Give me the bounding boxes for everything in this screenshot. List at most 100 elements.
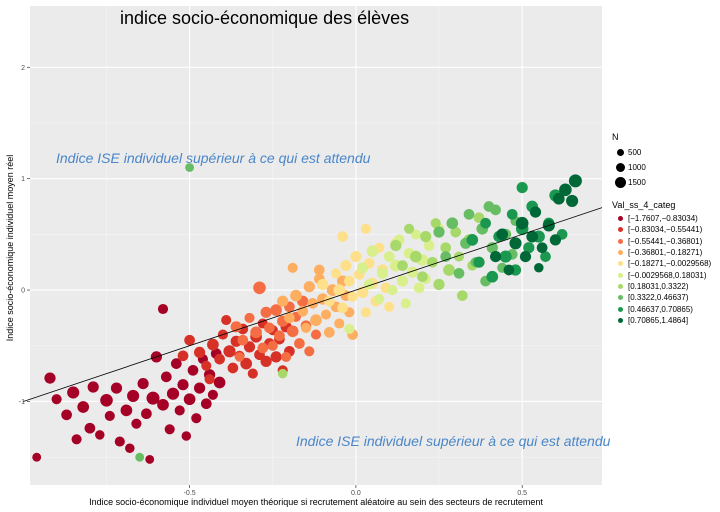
data-point — [277, 295, 289, 307]
size-legend: N 500 1000 1500 — [612, 132, 646, 190]
data-point — [290, 289, 302, 302]
data-point — [480, 217, 491, 229]
color-legend-item: [−0.36801,−0.18271) — [612, 247, 711, 258]
data-point — [473, 256, 485, 268]
data-point — [281, 351, 292, 362]
color-legend-item: [−0.0029568,0.18031) — [612, 269, 711, 280]
data-point — [343, 275, 355, 287]
y-tick-label: 2 — [21, 65, 25, 72]
color-legend-label: [−0.55441,−0.36801) — [628, 236, 703, 246]
color-legend-label: [0.3322,0.46637) — [628, 293, 689, 303]
data-point — [157, 398, 169, 411]
color-key-dot — [617, 295, 623, 301]
y-axis-label: Indice socio-économique individuel moyen… — [5, 154, 15, 342]
color-legend-item: [0.46637,0.70865) — [612, 303, 711, 314]
size-legend-label: 1000 — [628, 163, 646, 172]
y-tick-label: -1 — [19, 399, 25, 406]
data-point — [506, 208, 518, 220]
data-point — [303, 281, 315, 293]
color-legend-item: [0.3322,0.46637) — [612, 292, 711, 303]
data-point — [253, 281, 266, 295]
color-legend-item: [−1.7607,−0.83034) — [612, 213, 711, 224]
data-point — [423, 240, 435, 251]
data-point — [267, 340, 278, 351]
data-point — [160, 371, 172, 383]
data-point — [453, 267, 465, 279]
regression-line — [23, 207, 603, 402]
data-point — [430, 218, 441, 229]
data-point — [519, 251, 532, 263]
data-point — [420, 231, 432, 243]
data-point — [356, 286, 369, 299]
data-point — [177, 350, 189, 362]
color-legend-label: [0.18031,0.3322) — [628, 281, 689, 291]
data-point — [207, 338, 219, 351]
data-point — [135, 452, 145, 462]
color-key-dot — [617, 306, 623, 312]
color-key-dot — [617, 272, 623, 278]
color-legend: Val_ss_4_categ [−1.7607,−0.83034) [−0.830… — [612, 200, 711, 326]
color-legend-item: [0.18031,0.3322) — [612, 281, 711, 292]
data-point — [274, 330, 285, 342]
data-point — [337, 231, 348, 242]
data-point — [313, 264, 325, 276]
data-point — [87, 381, 99, 393]
color-legend-label: [−0.18271,−0.0029568) — [628, 259, 712, 269]
data-point — [540, 251, 551, 262]
data-point — [376, 267, 389, 279]
data-point — [410, 229, 421, 240]
color-key-dot — [617, 238, 623, 244]
size-legend-item: 1000 — [612, 160, 646, 175]
x-tick-label: -0.5 — [184, 490, 196, 497]
color-legend-title: Val_ss_4_categ — [612, 200, 676, 210]
color-legend-item: [−0.18271,−0.0029568) — [612, 258, 711, 269]
data-point — [529, 206, 542, 218]
data-point — [244, 312, 255, 323]
color-key-dot — [617, 283, 623, 289]
data-point — [357, 262, 369, 274]
data-point — [213, 376, 226, 389]
data-point — [104, 410, 115, 421]
data-point — [51, 394, 62, 405]
data-point — [486, 270, 499, 283]
data-point — [131, 418, 142, 429]
data-point — [443, 264, 455, 276]
data-point — [44, 372, 56, 384]
data-point — [100, 394, 113, 407]
size-key-dot — [614, 177, 626, 188]
y-tick-label: 0 — [21, 288, 25, 295]
data-point — [340, 260, 352, 272]
data-point — [145, 454, 155, 464]
data-point — [84, 422, 96, 434]
data-point — [387, 285, 398, 296]
data-point — [366, 245, 379, 257]
color-legend-item: [0.70865,1.4864] — [612, 315, 711, 326]
annotation-bottom: Indice ISE individuel supérieur à ce qui… — [296, 433, 611, 449]
data-point — [440, 242, 452, 254]
color-legend-label: [−0.0029568,0.18031) — [628, 270, 707, 280]
data-point — [77, 401, 90, 413]
data-point — [413, 282, 425, 294]
data-point — [230, 321, 242, 333]
data-point — [32, 452, 42, 462]
data-point — [566, 194, 579, 207]
grid-major — [30, 6, 602, 485]
data-point — [404, 223, 415, 234]
data-point — [390, 239, 402, 252]
data-point — [536, 242, 548, 254]
data-point — [383, 251, 395, 262]
data-point — [270, 304, 282, 316]
data-point — [310, 329, 322, 340]
data-point — [185, 163, 195, 172]
data-point — [277, 368, 288, 379]
data-point — [400, 298, 411, 309]
data-point — [503, 264, 515, 276]
color-key-dot — [617, 250, 623, 256]
data-point — [174, 405, 185, 416]
data-point — [184, 334, 195, 346]
data-point — [234, 352, 245, 362]
x-tick-label: 0.5 — [517, 490, 527, 497]
y-tick-label: 1 — [21, 176, 25, 183]
data-point — [183, 393, 196, 406]
data-point — [499, 250, 512, 263]
